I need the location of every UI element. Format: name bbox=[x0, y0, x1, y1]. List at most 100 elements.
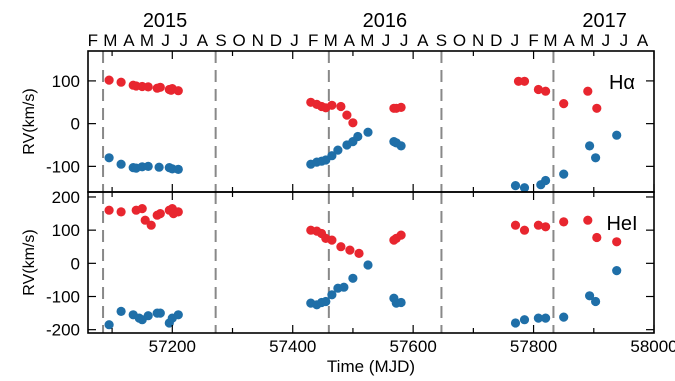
month-label: J bbox=[290, 31, 299, 50]
x-tick-label: 57800 bbox=[510, 337, 557, 356]
data-point-red bbox=[104, 205, 114, 215]
month-label: J bbox=[620, 31, 629, 50]
y-tick-label: 100 bbox=[52, 72, 80, 91]
data-point-blue bbox=[321, 296, 331, 307]
data-point-blue bbox=[143, 311, 153, 321]
data-point-blue bbox=[173, 164, 183, 174]
data-point-red bbox=[583, 86, 593, 96]
data-point-red bbox=[336, 242, 346, 252]
data-point-red bbox=[519, 225, 530, 235]
data-point-red bbox=[559, 99, 569, 109]
month-label: M bbox=[103, 31, 117, 50]
x-tick-label: 58000 bbox=[630, 337, 675, 356]
data-point-red bbox=[342, 110, 352, 120]
panel-label: Hα bbox=[609, 72, 635, 94]
y-tick-label: 200 bbox=[52, 188, 80, 207]
y-tick-label: -100 bbox=[46, 157, 80, 176]
data-point-blue bbox=[155, 308, 165, 318]
data-point-blue bbox=[353, 131, 363, 142]
axes-layer: 100 0 -100 RV(km/s) Hα 200 100 0 -100 -200 RV(km/s… bbox=[21, 10, 675, 376]
month-label: F bbox=[528, 31, 538, 50]
month-label: A bbox=[417, 31, 429, 50]
frames-layer bbox=[87, 50, 655, 334]
data-point-red bbox=[592, 103, 602, 113]
data-point-red bbox=[612, 237, 622, 247]
month-label: J bbox=[602, 31, 611, 50]
data-point-red bbox=[396, 230, 406, 240]
y-tick-label: 0 bbox=[71, 254, 80, 273]
data-point-blue bbox=[363, 127, 373, 137]
year-label: 2016 bbox=[363, 10, 408, 32]
y-axis-label: RV(km/s) bbox=[21, 229, 38, 295]
month-label: O bbox=[453, 31, 466, 50]
data-point-blue bbox=[396, 141, 406, 151]
data-point-blue bbox=[143, 161, 153, 171]
data-point-red bbox=[137, 204, 147, 214]
month-label: M bbox=[360, 31, 374, 50]
data-point-red bbox=[533, 220, 544, 230]
data-point-blue bbox=[612, 130, 622, 140]
month-label: O bbox=[233, 31, 246, 50]
y-axis-label: RV(km/s) bbox=[21, 88, 38, 154]
month-label: J bbox=[511, 31, 520, 50]
month-label: J bbox=[179, 31, 188, 50]
data-point-red bbox=[143, 82, 153, 92]
data-point-blue bbox=[327, 290, 337, 300]
data-point-red bbox=[396, 102, 406, 112]
data-point-red bbox=[510, 220, 521, 230]
month-label: N bbox=[472, 31, 484, 50]
data-point-blue bbox=[154, 162, 164, 172]
data-point-blue bbox=[585, 291, 595, 301]
month-label: J bbox=[400, 31, 409, 50]
data-point-blue bbox=[116, 306, 126, 316]
data-point-blue bbox=[104, 320, 114, 330]
year-label: 2015 bbox=[143, 10, 188, 32]
data-point-blue bbox=[559, 312, 569, 322]
data-point-blue bbox=[348, 273, 358, 283]
data-point-blue bbox=[333, 145, 343, 155]
x-axis-label: Time (MJD) bbox=[327, 357, 415, 376]
x-tick-label: 57400 bbox=[269, 337, 316, 356]
month-label: A bbox=[637, 31, 649, 50]
panel-frame bbox=[87, 191, 655, 334]
month-label: S bbox=[215, 31, 226, 50]
month-label: D bbox=[270, 31, 282, 50]
data-point-blue bbox=[533, 313, 544, 323]
data-point-blue bbox=[104, 153, 114, 163]
data-point-blue bbox=[116, 159, 126, 169]
data-point-blue bbox=[363, 260, 373, 270]
data-point-red bbox=[541, 86, 551, 96]
data-point-red bbox=[354, 248, 364, 258]
data-point-red bbox=[327, 100, 337, 110]
data-point-blue bbox=[510, 181, 521, 191]
data-point-blue bbox=[519, 315, 530, 325]
data-point-red bbox=[583, 215, 593, 225]
data-point-red bbox=[519, 76, 530, 86]
month-label: D bbox=[490, 31, 502, 50]
x-tick-label: 57200 bbox=[149, 337, 196, 356]
data-point-red bbox=[559, 217, 569, 227]
data-point-red bbox=[116, 207, 126, 217]
data-point-blue bbox=[327, 151, 337, 161]
data-point-red bbox=[533, 84, 544, 95]
data-point-blue bbox=[396, 297, 406, 308]
data-point-red bbox=[155, 82, 165, 92]
month-label: F bbox=[308, 31, 318, 50]
data-point-blue bbox=[339, 282, 349, 292]
panel-label: HeI bbox=[606, 213, 637, 235]
data-point-red bbox=[592, 232, 602, 243]
data-point-blue bbox=[541, 175, 551, 186]
data-point-red bbox=[541, 222, 551, 232]
month-label: A bbox=[123, 31, 135, 50]
data-point-red bbox=[146, 220, 156, 230]
month-label: F bbox=[88, 31, 98, 50]
data-point-blue bbox=[591, 153, 601, 163]
data-point-blue bbox=[510, 318, 521, 328]
month-label: J bbox=[382, 31, 391, 50]
data-point-red bbox=[104, 75, 114, 85]
data-point-blue bbox=[585, 141, 595, 151]
data-point-blue bbox=[559, 169, 569, 179]
data-point-red bbox=[327, 235, 337, 245]
points-layer bbox=[104, 75, 622, 330]
data-point-red bbox=[336, 101, 346, 112]
